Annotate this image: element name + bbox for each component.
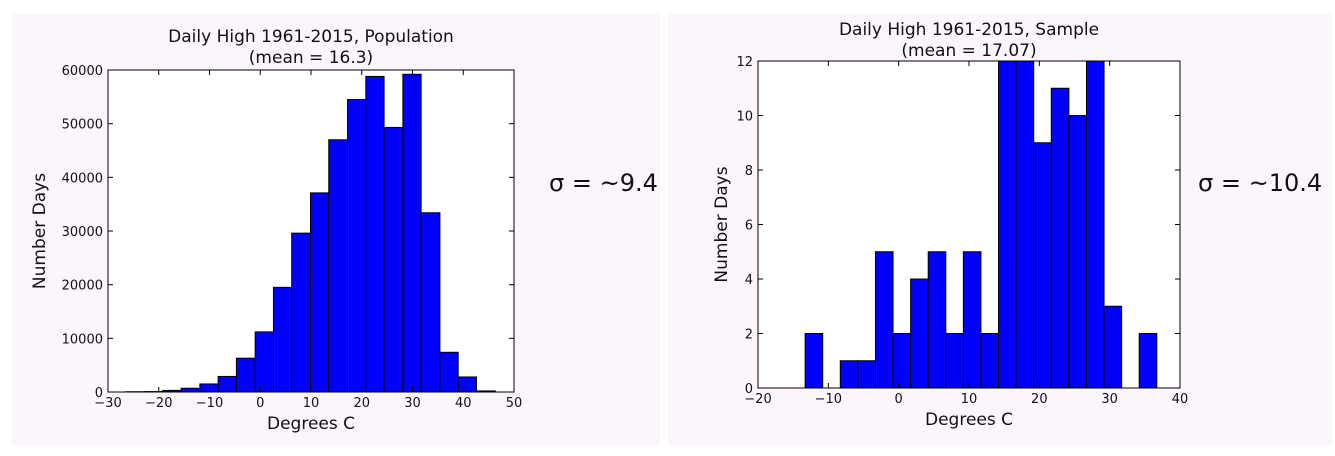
x-tick-label: 10	[303, 396, 320, 411]
x-tick-label: 50	[506, 396, 523, 411]
histogram-bar	[804, 333, 824, 389]
histogram-bar	[1015, 60, 1035, 389]
histogram-bar	[180, 387, 201, 393]
x-tick-label: 30	[404, 396, 421, 411]
x-tick-label: 10	[961, 392, 978, 407]
y-tick-label: 30000	[62, 225, 103, 240]
histogram-bar	[874, 251, 894, 389]
y-tick-label: 2	[745, 328, 753, 343]
histogram-bar	[839, 360, 859, 389]
histogram-bar	[962, 251, 982, 389]
x-tick-label: −10	[196, 396, 223, 411]
x-axis-label: Degrees C	[925, 410, 1013, 430]
histogram-bar	[402, 73, 422, 393]
chart-subtitle: (mean = 16.3)	[249, 48, 373, 68]
histogram-bar	[199, 383, 219, 393]
histogram-bar	[347, 99, 367, 393]
histogram-bar	[1068, 115, 1087, 389]
y-tick-label: 10	[736, 110, 753, 125]
x-tick-label: −20	[145, 396, 172, 411]
histogram-bar	[1138, 333, 1158, 389]
sigma-annotation-population: σ = ~9.4	[549, 169, 658, 197]
histogram-bar	[892, 333, 912, 389]
histogram-bar	[910, 278, 929, 389]
x-tick-label: 40	[1172, 392, 1189, 407]
y-tick-label: 4	[745, 273, 753, 288]
x-tick-label: 40	[455, 396, 472, 411]
histogram-bar	[1050, 87, 1070, 389]
bar-group	[125, 73, 496, 393]
sample-histogram: Daily High 1961-2015, Sample(mean = 17.0…	[712, 20, 1189, 430]
y-tick-label: 60000	[62, 64, 103, 79]
chart-title: Daily High 1961-2015, Sample	[839, 20, 1099, 40]
histogram-bar	[998, 60, 1017, 389]
y-tick-label: 40000	[62, 171, 103, 186]
histogram-bar	[309, 192, 330, 393]
x-tick-label: 20	[1031, 392, 1048, 407]
x-tick-label: 30	[1101, 392, 1118, 407]
population-histogram: Daily High 1961-2015, Population(mean = …	[30, 27, 523, 434]
y-axis-label: Number Days	[712, 166, 732, 282]
histogram-bar	[383, 126, 404, 393]
y-tick-label: 0	[95, 386, 103, 401]
y-tick-label: 0	[745, 382, 753, 397]
y-tick-label: 20000	[62, 279, 103, 294]
histogram-bar	[457, 376, 477, 393]
y-tick-label: 6	[745, 219, 753, 234]
y-tick-label: 8	[745, 164, 753, 179]
histogram-bar	[365, 75, 385, 393]
x-axis-label: Degrees C	[267, 414, 355, 434]
histogram-bar	[927, 251, 947, 389]
sigma-annotation-sample: σ = ~10.4	[1198, 169, 1323, 197]
y-tick-label: 12	[736, 55, 753, 70]
histogram-bar	[1103, 305, 1123, 389]
histogram-bar	[217, 375, 237, 393]
x-tick-label: −20	[744, 392, 771, 407]
chart-subtitle: (mean = 17.07)	[901, 41, 1036, 61]
y-axis-label: Number Days	[30, 173, 50, 289]
histogram-bar	[857, 360, 876, 389]
x-tick-label: −10	[815, 392, 842, 407]
histogram-bar	[254, 331, 274, 393]
histogram-bar	[328, 139, 349, 393]
histogram-bar	[980, 333, 1000, 389]
y-tick-label: 10000	[62, 332, 103, 347]
chart-panel-population: Daily High 1961-2015, Population (mean = …	[12, 14, 660, 446]
histogram-bar	[1033, 142, 1052, 389]
histogram-bar	[439, 351, 459, 393]
histogram-bar	[1085, 60, 1105, 389]
x-tick-label: 0	[256, 396, 264, 411]
y-tick-label: 50000	[62, 118, 103, 133]
histogram-bar	[945, 333, 964, 389]
chart-title: Daily High 1961-2015, Population	[168, 27, 454, 47]
histogram-bar	[235, 357, 256, 393]
x-tick-label: 0	[895, 392, 903, 407]
histogram-bar	[420, 212, 441, 393]
x-tick-label: −30	[94, 396, 121, 411]
x-tick-label: 20	[353, 396, 370, 411]
histogram-bar	[272, 286, 293, 393]
histogram-bar	[291, 232, 311, 393]
chart-panel-sample: Daily High 1961-2015, Sample (mean = 17.0…	[668, 14, 1332, 446]
